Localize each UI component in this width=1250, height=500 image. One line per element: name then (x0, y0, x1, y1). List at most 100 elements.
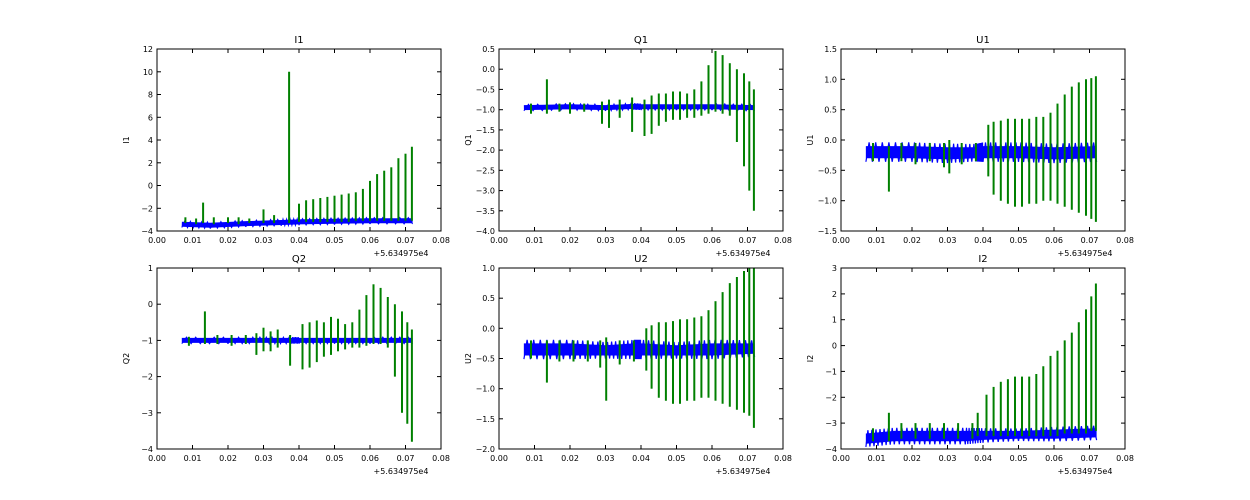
y-tick-label: −1.5 (476, 415, 495, 424)
series-blue-trace (929, 427, 966, 445)
chart-title: I2 (978, 254, 987, 265)
y-tick-label: 0 (832, 342, 837, 351)
x-tick-label: 0.00 (490, 236, 508, 245)
x-tick-label: 0.02 (561, 454, 579, 463)
x-offset-label: +5.634975e4 (716, 467, 771, 476)
x-tick-label: 0.01 (868, 236, 886, 245)
y-tick-label: −1.5 (476, 126, 495, 135)
y-tick-label: −4 (141, 445, 153, 454)
x-tick-label: 0.08 (432, 454, 450, 463)
x-tick-label: 0.06 (703, 236, 721, 245)
x-tick-label: 0.03 (597, 454, 615, 463)
y-tick-label: 0.0 (824, 136, 837, 145)
y-tick-label: −4 (141, 227, 153, 236)
x-tick-label: 0.01 (526, 236, 544, 245)
y-tick-label: −3 (141, 409, 153, 418)
y-tick-label: −1.0 (818, 197, 837, 206)
series-blue-ripple (298, 217, 335, 227)
plot-area (841, 268, 1125, 449)
y-tick-label: 0.0 (482, 65, 495, 74)
series-blue-ripple (633, 103, 642, 111)
y-tick-label: 1 (832, 316, 837, 325)
series-blue-trace (893, 427, 931, 445)
x-tick-label: 0.08 (432, 236, 450, 245)
y-tick-label: −2.0 (476, 445, 495, 454)
series-group (523, 268, 756, 428)
y-axis-label: Q1 (464, 134, 473, 145)
x-tick-label: 0.07 (1081, 236, 1099, 245)
x-tick-label: 0.04 (632, 454, 650, 463)
y-tick-label: −3.0 (476, 187, 495, 196)
y-tick-label: 4 (148, 136, 153, 145)
chart-u2: 0.00 0.01 0.02 0.03 0.04 0.05 0.06 0.07 0.08 −2.0… (464, 254, 792, 476)
y-axis-label: U1 (806, 135, 815, 146)
x-tick-label: 0.02 (219, 236, 237, 245)
y-tick-label: −4 (825, 445, 837, 454)
x-tick-label: 0.08 (1116, 236, 1134, 245)
series-blue-ripple (291, 337, 300, 344)
x-tick-label: 0.02 (903, 236, 921, 245)
x-tick-label: 0.05 (1010, 236, 1028, 245)
x-tick-label: 0.05 (668, 454, 686, 463)
series-blue-trace (633, 339, 642, 360)
series-blue-ripple (334, 216, 371, 226)
x-tick-label: 0.03 (255, 236, 273, 245)
plot-area (841, 49, 1125, 231)
y-axis-label: I2 (806, 355, 815, 362)
x-tick-label: 0.08 (774, 454, 792, 463)
series-blue-trace (975, 142, 984, 162)
x-tick-label: 0.03 (939, 236, 957, 245)
y-tick-label: −2 (825, 393, 837, 402)
y-tick-label: 3 (832, 264, 837, 273)
chart-i1: 0.00 0.01 0.02 0.03 0.04 0.05 0.06 0.07 0.08 −4 −2… (122, 35, 450, 258)
x-tick-label: 0.06 (361, 236, 379, 245)
x-offset-label: +5.634975e4 (1058, 467, 1113, 476)
y-tick-label: −1 (825, 367, 837, 376)
x-tick-label: 0.04 (974, 236, 992, 245)
x-tick-label: 0.00 (832, 454, 850, 463)
x-tick-label: 0.00 (148, 236, 166, 245)
chart-title: Q2 (292, 254, 306, 265)
x-offset-label: +5.634975e4 (716, 249, 771, 258)
y-tick-label: −1 (141, 336, 153, 345)
y-tick-label: −1.0 (476, 385, 495, 394)
y-tick-label: −1.0 (476, 106, 495, 115)
y-tick-label: 8 (148, 91, 153, 100)
y-tick-label: 2 (148, 159, 153, 168)
y-tick-label: −2.0 (476, 146, 495, 155)
series-group (181, 71, 414, 230)
series-group (865, 76, 1098, 222)
x-tick-label: 0.00 (832, 236, 850, 245)
x-tick-label: 0.01 (184, 236, 202, 245)
x-tick-label: 0.06 (1045, 454, 1063, 463)
plot-area (157, 268, 441, 449)
x-tick-label: 0.04 (632, 236, 650, 245)
series-group (181, 284, 414, 442)
y-tick-label: 1.0 (824, 75, 837, 84)
chart-title: U2 (634, 254, 648, 265)
y-tick-label: 1 (148, 264, 153, 273)
chart-title: Q1 (634, 35, 648, 46)
x-tick-label: 0.07 (739, 454, 757, 463)
x-tick-label: 0.02 (561, 236, 579, 245)
y-tick-label: −2 (141, 373, 153, 382)
x-tick-label: 0.06 (703, 454, 721, 463)
x-tick-label: 0.07 (1081, 454, 1099, 463)
x-tick-label: 0.07 (739, 236, 757, 245)
x-tick-label: 0.04 (290, 454, 308, 463)
series-blue-ripple (569, 102, 606, 112)
x-tick-label: 0.00 (490, 454, 508, 463)
y-tick-label: −1.5 (818, 227, 837, 236)
y-tick-label: 12 (143, 45, 153, 54)
y-axis-label: I1 (122, 136, 131, 143)
x-tick-label: 0.00 (148, 454, 166, 463)
series-blue-trace (711, 339, 756, 360)
x-tick-label: 0.05 (326, 236, 344, 245)
x-tick-label: 0.08 (1116, 454, 1134, 463)
y-tick-label: −3 (825, 419, 837, 428)
chart-u1: 0.00 0.01 0.02 0.03 0.04 0.05 0.06 0.07 0.08 −1.5… (806, 35, 1134, 258)
y-tick-label: −0.5 (818, 166, 837, 175)
chart-title: U1 (976, 35, 990, 46)
plot-area (499, 49, 783, 231)
